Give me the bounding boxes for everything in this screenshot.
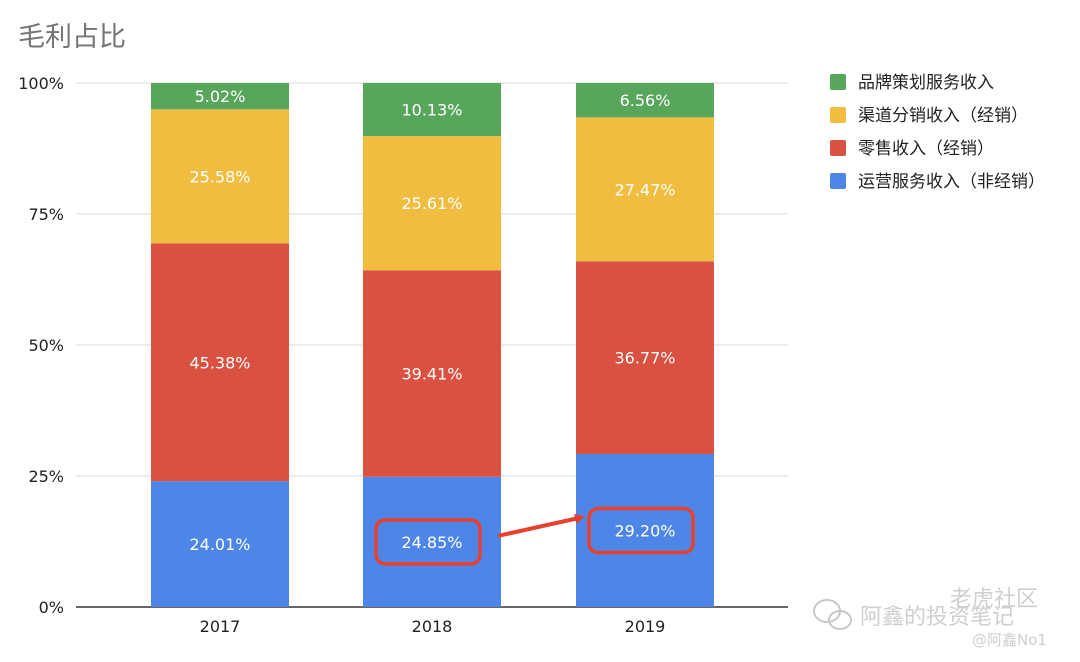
data-label: 24.85% [401, 533, 462, 552]
bar-segment [151, 83, 289, 110]
bars: 24.01% 45.38% 25.58% 5.02% 24.85% 39.41% 25.61… [151, 83, 714, 607]
legend-swatch [830, 173, 846, 189]
watermark-author: 阿鑫的投资笔记 [860, 605, 1014, 630]
watermark-community: 老虎社区 [950, 587, 1038, 612]
data-label: 5.02% [195, 87, 246, 106]
highlight-annotations [374, 506, 695, 566]
bar-segment [363, 83, 501, 137]
wechat-icon [813, 599, 852, 630]
y-tick-label: 50% [28, 336, 64, 355]
data-label: 39.41% [401, 365, 462, 384]
x-tick-label: 2017 [200, 617, 241, 636]
bar-segment [576, 83, 714, 118]
x-tick-label: 2018 [412, 617, 453, 636]
bar-segment [576, 261, 714, 454]
bar-segment [576, 453, 714, 607]
bar-segment [151, 243, 289, 482]
x-tick-label: 2019 [625, 617, 666, 636]
bar-segment [363, 476, 501, 607]
bar-segment [363, 136, 501, 271]
y-tick-label: 100% [18, 74, 64, 93]
bar-segment [576, 117, 714, 262]
y-axis-ticks: 0% 25% 50% 75% 100% [18, 74, 64, 617]
legend-swatch [830, 107, 846, 123]
y-tick-label: 25% [28, 467, 64, 486]
data-label: 25.61% [401, 194, 462, 213]
highlight-arrow [497, 513, 585, 538]
legend-swatch [830, 140, 846, 156]
legend-swatch [830, 74, 846, 90]
legend-label: 运营服务收入（非经销） [858, 172, 1045, 192]
bar-segment [151, 109, 289, 244]
chart-title: 毛利占比 [18, 22, 126, 53]
data-label: 10.13% [401, 101, 462, 120]
watermark: 老虎社区 阿鑫的投资笔记 @阿鑫No1 [813, 587, 1047, 649]
data-label: 36.77% [614, 349, 675, 368]
data-label: 29.20% [614, 521, 675, 540]
watermark-handle: @阿鑫No1 [972, 631, 1047, 649]
data-label: 25.58% [189, 167, 250, 186]
bar-segment [363, 270, 501, 477]
highlight-box [374, 518, 482, 566]
y-tick-label: 75% [28, 205, 64, 224]
data-label: 6.56% [620, 91, 671, 110]
legend-label: 渠道分销收入（经销） [858, 106, 1028, 126]
x-axis-ticks: 2017 2018 2019 [200, 617, 666, 636]
legend-label: 品牌策划服务收入 [858, 73, 994, 93]
legend-label: 零售收入（经销） [858, 139, 994, 159]
y-tick-label: 0% [39, 598, 64, 617]
bar-segment [151, 481, 289, 607]
data-label: 45.38% [189, 353, 250, 372]
data-label: 27.47% [614, 180, 675, 199]
highlight-box [587, 506, 695, 555]
data-label: 24.01% [189, 535, 250, 554]
